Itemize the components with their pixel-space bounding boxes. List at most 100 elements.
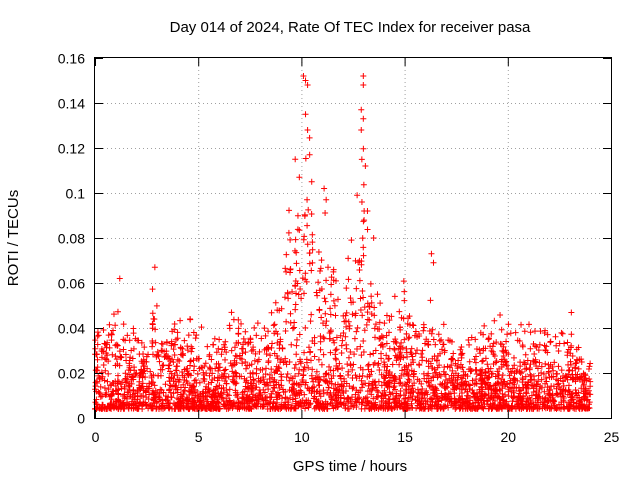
data-point [401,288,408,295]
data-point [300,290,307,297]
data-point [458,352,465,359]
data-point [438,336,445,343]
data-point [318,257,325,264]
data-point [480,331,487,338]
data-point [408,345,415,352]
data-point [266,376,273,383]
data-point [342,333,349,340]
data-point [330,337,337,344]
data-point [343,341,350,348]
data-point [254,358,261,365]
data-point [252,402,259,409]
data-point [118,385,125,392]
data-point [498,358,505,365]
data-point [314,292,321,299]
data-point [427,297,434,304]
data-point [286,377,293,384]
data-point [247,380,254,387]
data-point [503,362,510,369]
data-point [401,336,408,343]
data-point [532,342,539,349]
data-point [121,405,128,412]
data-point [232,369,239,376]
data-point [359,366,366,373]
data-point [372,321,379,328]
data-point [102,367,109,374]
plot-frame [94,57,612,419]
data-point [278,382,285,389]
data-point [308,267,315,274]
data-point [492,373,499,380]
data-point [384,403,391,410]
data-point [403,330,410,337]
data-point [198,324,205,331]
data-point [304,222,311,229]
data-point [235,316,242,323]
data-point [156,358,163,365]
data-point [135,405,142,412]
data-point [268,390,275,397]
data-point [209,370,216,377]
data-point [317,376,324,383]
data-point [386,317,393,324]
data-point [152,339,159,346]
data-point [505,388,512,395]
data-point [282,265,289,272]
data-point [271,376,278,383]
data-point [302,155,309,162]
y-tick-label: 0.08 [58,231,85,247]
data-point [333,398,340,405]
data-point [490,340,497,347]
data-point [293,351,300,358]
data-point [354,324,361,331]
data-point [150,315,157,322]
data-point [360,349,367,356]
data-point [565,361,572,368]
data-point [484,361,491,368]
data-point [558,367,565,374]
data-point [358,384,365,391]
data-point [240,395,247,402]
data-point [296,331,303,338]
data-point [503,398,510,405]
data-point [127,367,134,374]
data-point [464,405,471,412]
data-point [399,367,406,374]
data-point [240,335,247,342]
data-point [372,399,379,406]
data-point [265,357,272,364]
data-point [576,356,583,363]
x-tick-label: 10 [294,429,310,445]
data-point [574,394,581,401]
data-point [187,316,194,323]
data-point [576,376,583,383]
data-points-layer [92,73,594,412]
data-point [386,345,393,352]
data-point [506,372,513,379]
data-point [405,394,412,401]
data-point [234,391,241,398]
data-point [457,381,464,388]
data-point [385,355,392,362]
data-point [278,405,285,412]
data-point [154,348,161,355]
data-point [216,336,223,343]
data-point [320,334,327,341]
data-point [146,402,153,409]
data-point [257,367,264,374]
data-point [446,375,453,382]
data-point [105,358,112,365]
data-point [518,321,525,328]
data-point [120,346,127,353]
data-point [243,365,250,372]
data-point [540,371,547,378]
data-point [527,361,534,368]
data-point [293,336,300,343]
data-point [453,384,460,391]
data-point [406,313,413,320]
data-point [537,328,544,335]
data-point [443,395,450,402]
data-point [110,327,117,334]
data-point [582,385,589,392]
